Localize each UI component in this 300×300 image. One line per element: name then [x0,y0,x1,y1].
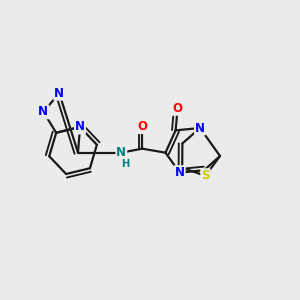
Text: H: H [121,159,130,169]
Text: S: S [201,169,210,182]
Text: N: N [75,121,85,134]
Text: N: N [38,105,48,119]
Text: N: N [175,166,185,179]
Text: N: N [116,146,126,159]
Text: O: O [172,102,183,115]
Text: N: N [54,87,64,100]
Text: O: O [137,120,147,133]
Text: N: N [195,122,205,134]
